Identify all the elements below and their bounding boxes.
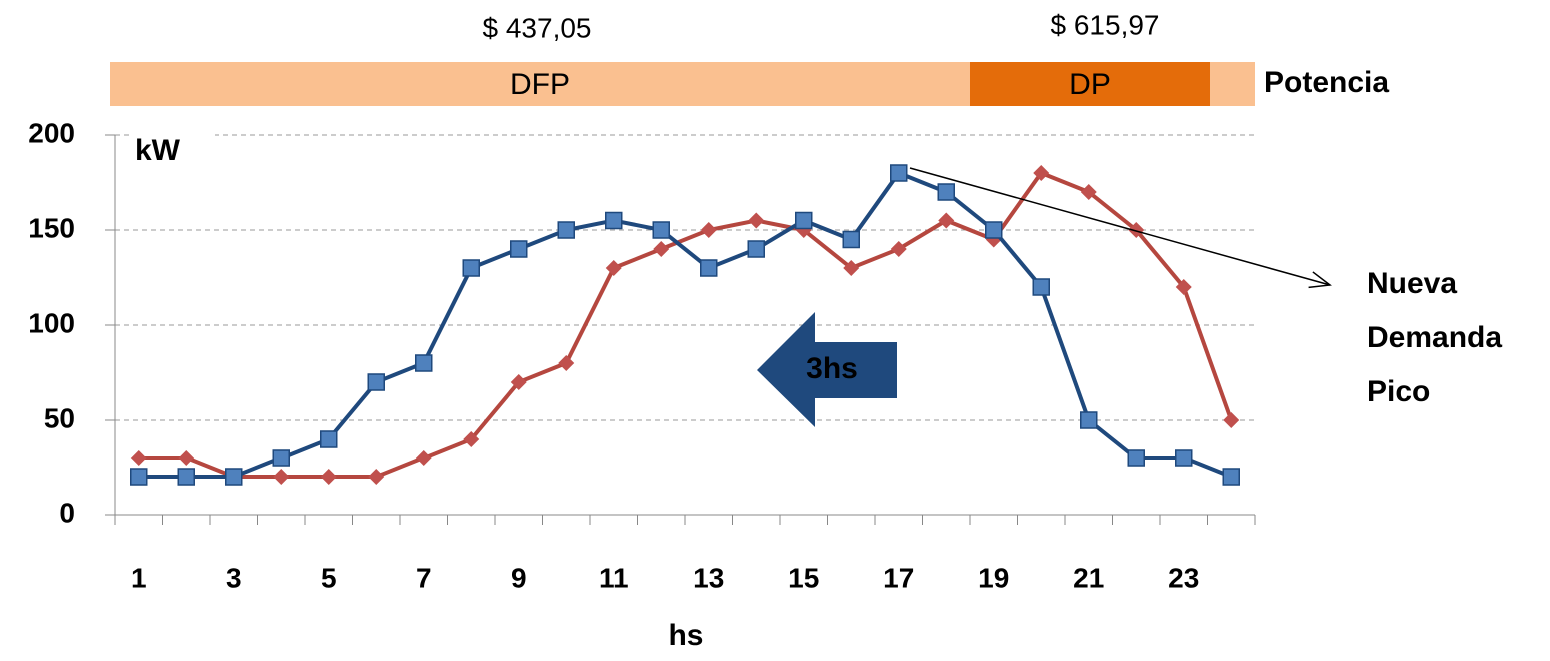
data-point [605,211,623,230]
x-tick-label: 13 [693,562,724,593]
data-point [1032,278,1050,296]
data-point [938,212,955,229]
data-point [273,469,290,485]
band-price: $ 437,05 [483,12,592,43]
data-point [985,221,1003,239]
y-tick-label: 0 [59,497,75,528]
y-tick-label: 50 [44,402,75,433]
data-point [748,212,765,229]
data-point [1222,468,1240,486]
data-point [272,449,290,467]
data-point [700,259,718,277]
x-tick-label: 3 [226,562,242,593]
data-point [890,164,908,182]
data-point [1080,184,1097,200]
data-point [225,468,243,486]
data-point [368,469,385,485]
x-tick-label: 15 [788,562,819,593]
data-point [177,468,195,486]
data-point [415,450,432,466]
y-tick-label: 200 [28,117,75,148]
data-point [130,450,147,466]
peak-label: Pico [1367,375,1430,408]
data-point [652,221,670,239]
shift-arrow [757,312,897,427]
x-tick-label: 7 [416,562,432,593]
data-point [1127,449,1145,467]
y-tick-label: 100 [28,307,75,338]
band-label: DP [1069,68,1111,101]
band-title: Potencia [1264,66,1389,99]
data-point [843,260,860,276]
data-point [890,241,907,257]
data-point [747,240,765,258]
data-point [510,374,527,390]
data-point [1223,412,1240,428]
data-point [937,183,955,201]
data-point [1128,222,1145,238]
data-point [842,230,860,249]
tariff-band [110,62,970,106]
x-axis-label: hs [668,619,703,652]
peak-label: Demanda [1367,321,1502,354]
x-tick-label: 11 [599,562,629,593]
data-point [367,373,385,391]
data-point [130,468,148,486]
data-point [1080,411,1098,429]
data-point [1175,279,1192,295]
y-label-bg [130,125,215,175]
data-point [178,450,195,466]
x-tick-label: 19 [978,562,1009,593]
x-tick-label: 1 [131,562,147,593]
band-price: $ 615,97 [1051,9,1160,40]
data-point [557,221,575,239]
data-point [795,211,813,230]
data-point [653,241,670,257]
peak-pointer [909,167,1330,285]
x-tick-label: 9 [511,562,527,593]
peak-label: Nueva [1367,267,1457,300]
shift-label: 3hs [806,352,858,385]
data-point [462,259,480,277]
x-tick-label: 21 [1073,562,1104,593]
x-tick-label: 5 [321,562,337,593]
data-point [1033,165,1050,181]
band-label: DFP [510,68,570,101]
data-point [415,354,433,372]
x-tick-label: 23 [1168,562,1199,593]
y-tick-label: 150 [28,212,75,243]
data-point [320,469,337,485]
y-axis-label: kW [135,134,181,167]
data-point [463,431,480,447]
data-point [558,355,575,371]
data-point [605,260,622,276]
data-point [320,430,338,448]
data-point [700,222,717,238]
data-point [1175,449,1193,467]
data-point [510,240,528,258]
tariff-band [970,62,1210,106]
x-tick-label: 17 [883,562,914,593]
